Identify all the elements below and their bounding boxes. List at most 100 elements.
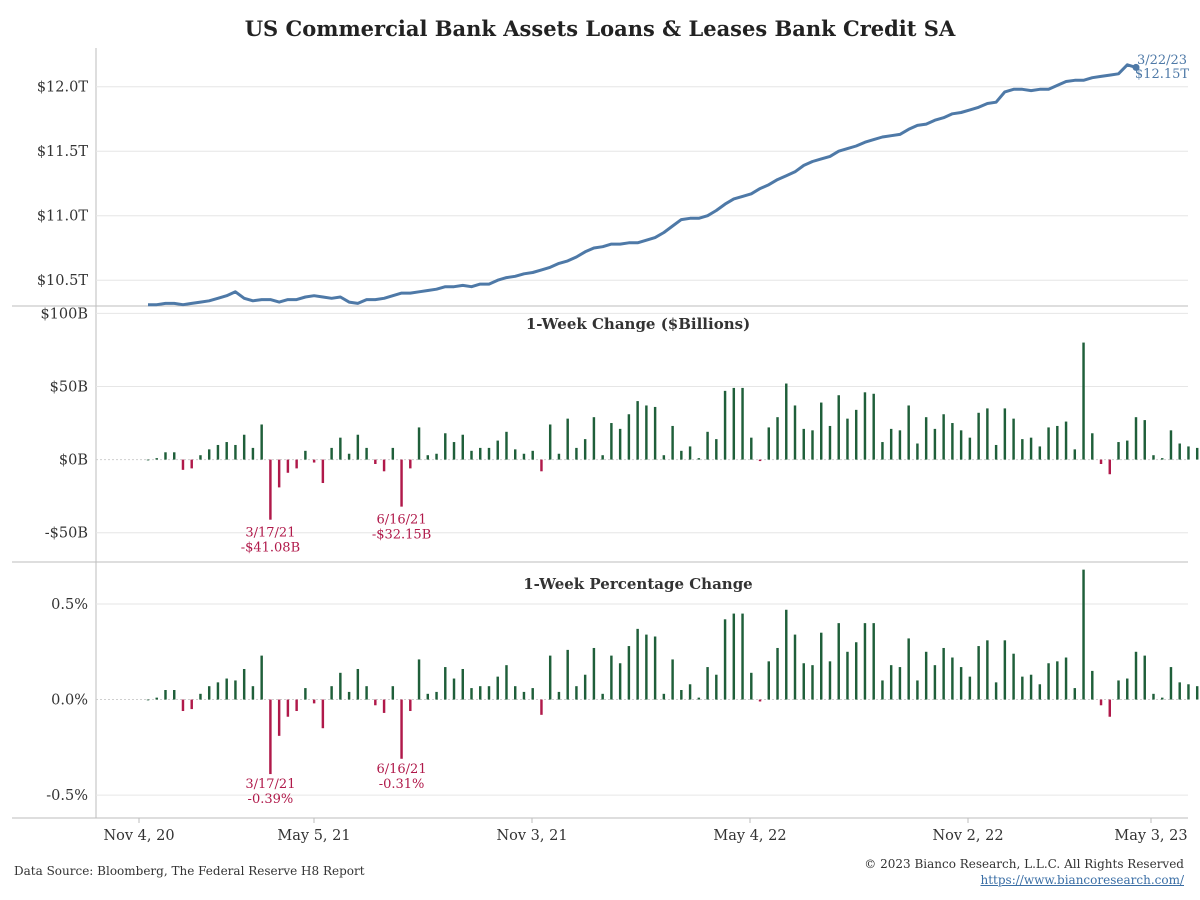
x-tick-label: May 4, 22: [713, 828, 786, 844]
bar-positive: [645, 405, 648, 460]
bar-positive: [1073, 449, 1077, 460]
weekly-pct-change-panel: -0.5% 0.0% 0.5% 1-Week Percentage Change 3/1…: [46, 0, 1200, 807]
bar-positive: [653, 636, 657, 700]
bar-positive: [1021, 439, 1024, 460]
bar-positive: [924, 651, 928, 700]
bar-positive: [155, 458, 158, 460]
bar-positive: [426, 455, 430, 460]
bar-positive: [557, 691, 561, 700]
bar-negative: [409, 699, 412, 712]
bar-positive: [653, 406, 657, 460]
bar-positive: [470, 450, 473, 460]
bar-positive: [1082, 342, 1085, 460]
annotation-date: 3/17/21: [245, 526, 295, 541]
bar-positive: [986, 640, 989, 700]
bar-positive: [207, 449, 211, 460]
bar-positive: [636, 628, 639, 700]
bar-positive: [304, 450, 307, 460]
bar-positive: [1056, 661, 1059, 700]
bar-positive: [802, 428, 805, 460]
bar-positive: [391, 686, 395, 700]
bar-positive: [391, 447, 395, 460]
bar-positive: [242, 668, 246, 700]
bar-positive: [522, 453, 526, 460]
bar-positive: [942, 647, 945, 700]
bar-positive: [811, 665, 814, 700]
annotation-value: -0.39%: [248, 792, 294, 807]
bar-positive: [365, 686, 368, 700]
bar-positive: [199, 455, 202, 460]
bar-positive: [1143, 655, 1146, 700]
bar-positive: [977, 412, 980, 460]
bar-negative: [409, 459, 412, 469]
bar-positive: [251, 447, 255, 460]
panel-title: 1-Week Change ($Billions): [526, 315, 750, 333]
bar-negative: [321, 459, 325, 484]
bar-positive: [1134, 417, 1138, 460]
bar-positive: [487, 686, 491, 700]
bar-negative: [374, 459, 377, 464]
bar-positive: [907, 405, 910, 460]
bar-positive: [487, 447, 491, 460]
bar-positive: [514, 686, 517, 700]
bar-positive: [723, 619, 727, 700]
bar-positive: [164, 690, 167, 700]
bar-positive: [1038, 446, 1042, 460]
bar-positive: [1134, 651, 1138, 700]
bar-positive: [924, 417, 928, 460]
bar-positive: [531, 688, 534, 700]
bar-positive: [234, 680, 237, 700]
x-axis: Nov 4, 20 May 5, 21 Nov 3, 21 May 4, 22 Nov …: [103, 818, 1188, 844]
bar-positive: [802, 663, 805, 700]
bar-positive: [1012, 418, 1015, 460]
bar-positive: [339, 437, 342, 460]
bar-positive: [618, 663, 622, 700]
bar-positive: [505, 665, 508, 700]
bar-positive: [750, 672, 753, 700]
bar-positive: [155, 697, 158, 700]
bar-positive: [444, 433, 447, 460]
y-tick-label: -0.5%: [46, 788, 88, 804]
bar-positive: [1029, 437, 1033, 460]
bar-positive: [173, 690, 176, 700]
annotation-date: 3/22/23: [1198, 0, 1200, 4]
bar-negative: [190, 459, 193, 469]
website-link[interactable]: https://www.biancoresearch.com/: [980, 873, 1184, 887]
bar-positive: [1152, 693, 1155, 700]
x-tick-label: Nov 4, 20: [103, 828, 174, 844]
bar-positive: [697, 458, 701, 460]
bar-positive: [785, 383, 788, 460]
bar-positive: [933, 428, 937, 460]
bar-positive: [339, 672, 342, 700]
bar-positive: [706, 667, 709, 700]
bar-positive: [715, 674, 718, 700]
bar-positive: [444, 667, 447, 700]
bar-positive: [1091, 433, 1094, 460]
bar-negative: [400, 699, 403, 759]
bar-positive: [916, 443, 919, 460]
bar-positive: [1021, 676, 1024, 700]
bar-positive: [820, 402, 823, 460]
bar-positive: [1178, 682, 1181, 700]
annotation-date: 6/16/21: [376, 762, 426, 777]
bar-positive: [583, 674, 587, 700]
bar-positive: [479, 686, 482, 700]
y-tick-label: $11.0T: [37, 209, 89, 225]
bar-positive: [750, 437, 753, 460]
bar-positive: [627, 646, 631, 700]
bar-positive: [715, 439, 718, 460]
annotation-date: 3/17/21: [245, 777, 295, 792]
bar-negative: [181, 459, 185, 470]
copyright-text: © 2023 Bianco Research, L.L.C. All Right…: [864, 857, 1184, 871]
footer-credits: © 2023 Bianco Research, L.L.C. All Right…: [864, 856, 1184, 888]
bar-positive: [216, 444, 220, 460]
bar-positive: [1161, 697, 1164, 700]
bar-positive: [1195, 447, 1199, 460]
y-tick-label: 0.0%: [51, 693, 88, 709]
annotation-date: 6/16/21: [376, 513, 426, 528]
bar-positive: [548, 424, 552, 460]
bar-negative: [540, 699, 543, 715]
bar-positive: [452, 442, 456, 460]
bar-positive: [741, 613, 744, 700]
bar-positive: [994, 444, 998, 460]
